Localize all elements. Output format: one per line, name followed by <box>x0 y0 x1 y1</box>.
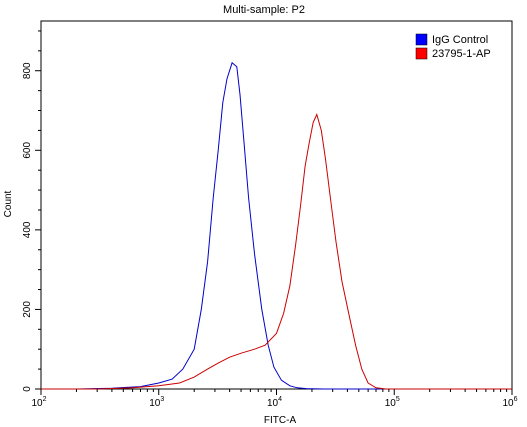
x-axis: 102 103 104 105 106 <box>31 389 518 409</box>
series-line-2 <box>41 113 512 390</box>
y-axis: 0 200 400 600 800 <box>22 30 41 392</box>
y-tick-label: 0 <box>22 386 33 392</box>
legend-label-2: 23795-1-AP <box>432 48 491 60</box>
x-tick-label: 105 <box>385 396 400 409</box>
y-tick-label: 400 <box>22 221 33 238</box>
y-tick-label: 600 <box>22 142 33 159</box>
legend-label-1: IgG Control <box>432 34 488 46</box>
y-tick-label: 200 <box>22 301 33 318</box>
legend-swatch-2 <box>415 47 428 60</box>
y-tick-label: 800 <box>22 62 33 79</box>
plot-area <box>40 20 513 390</box>
x-tick-label: 102 <box>31 396 46 409</box>
chart-title: Multi-sample: P2 <box>223 4 305 16</box>
x-tick-label: 103 <box>149 396 164 409</box>
x-axis-title: FITC-A <box>264 415 297 426</box>
legend: IgG Control 23795-1-AP <box>415 33 491 60</box>
y-axis-title: Count <box>3 190 14 217</box>
series-line-1 <box>41 61 512 390</box>
x-tick-label: 104 <box>267 396 282 409</box>
series-layer <box>41 61 512 390</box>
legend-swatch-1 <box>415 33 428 46</box>
x-tick-label: 106 <box>502 396 517 409</box>
